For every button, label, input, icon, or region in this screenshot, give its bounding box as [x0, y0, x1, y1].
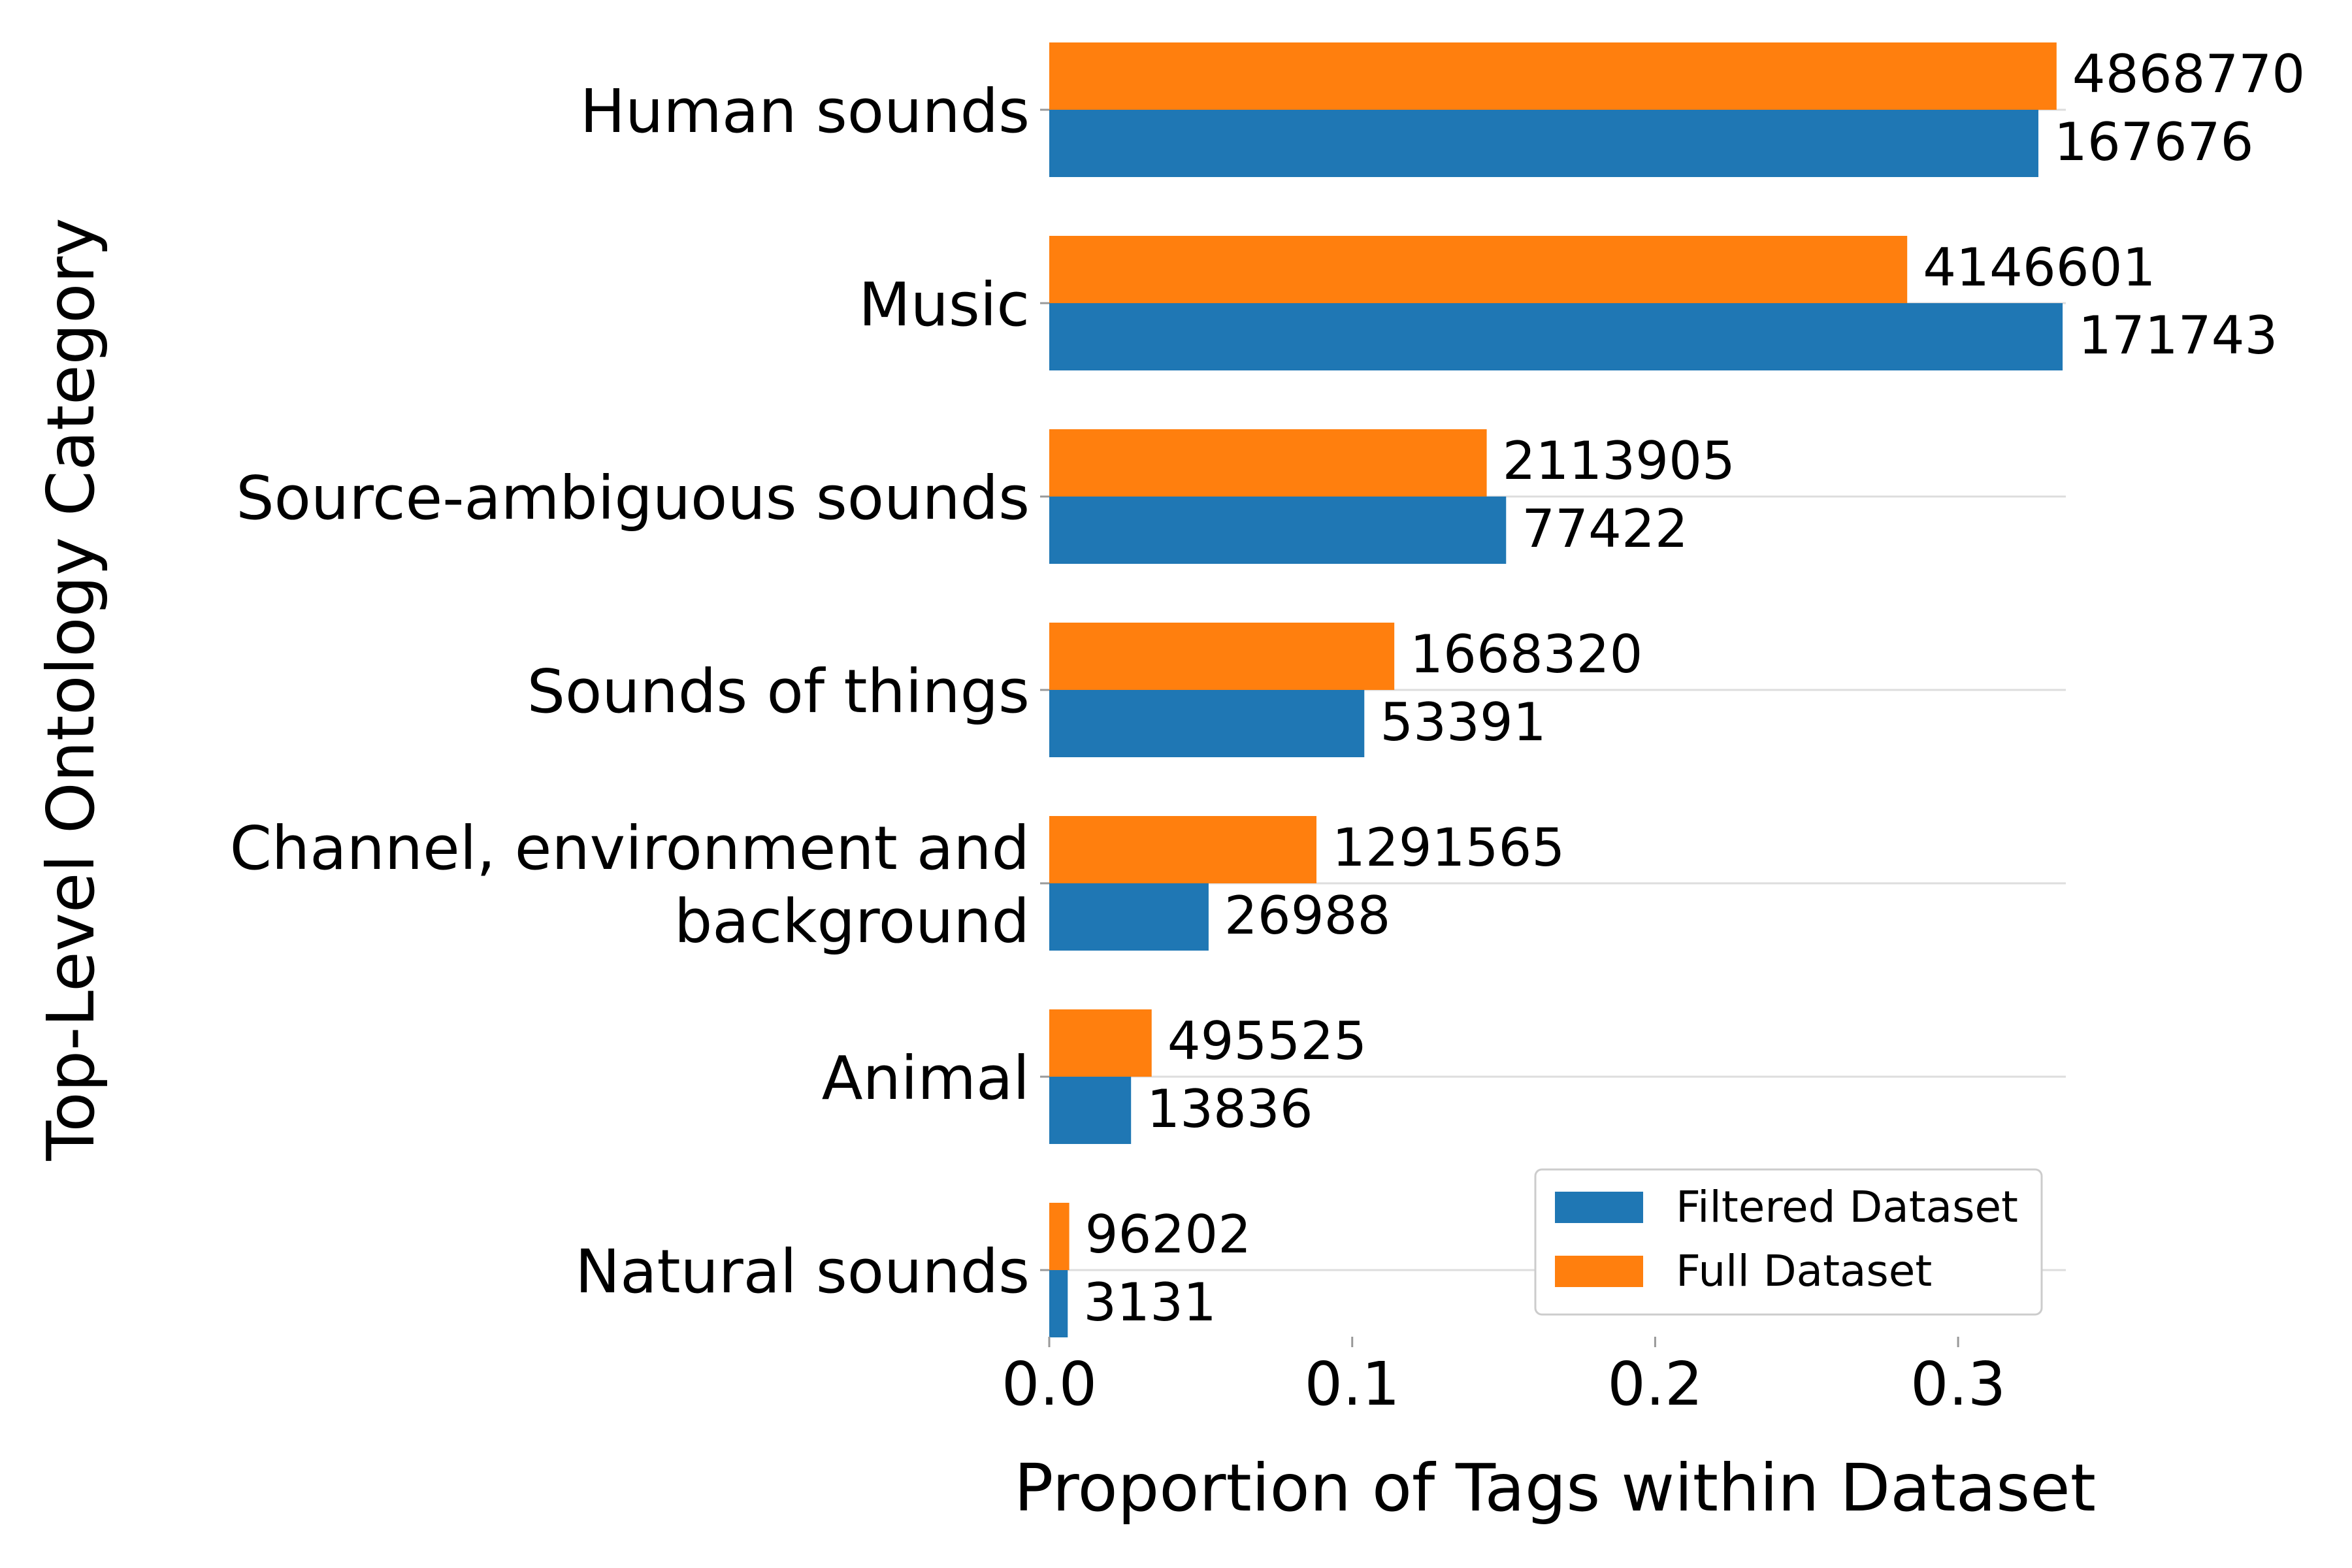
- bar-full-dataset: [1049, 42, 2057, 110]
- bar-filtered-dataset: [1049, 303, 2063, 370]
- data-label: 4868770: [2072, 44, 2305, 105]
- x-axis: 0.0 0.1 0.2 0.3: [1002, 108, 2006, 1419]
- category-label: background: [674, 887, 1030, 956]
- bar-filtered-dataset: [1049, 1270, 1068, 1337]
- x-axis-title: Proportion of Tags within Dataset: [1014, 1450, 2096, 1526]
- bar-filtered-dataset: [1049, 497, 1507, 564]
- data-label: 1291565: [1332, 817, 1565, 878]
- category-label: Music: [858, 270, 1030, 340]
- bar-full-dataset: [1049, 623, 1395, 690]
- bar-filtered-dataset: [1049, 110, 2038, 177]
- data-label: 495525: [1168, 1011, 1367, 1071]
- legend-label-filtered: Filtered Dataset: [1676, 1182, 2018, 1232]
- data-label: 77422: [1522, 498, 1688, 559]
- bar-full-dataset: [1049, 236, 1908, 303]
- data-label: 53391: [1380, 692, 1546, 753]
- category-label: Animal: [822, 1043, 1030, 1113]
- legend-swatch-filtered: [1555, 1192, 1643, 1223]
- data-label: 167676: [2054, 112, 2253, 172]
- bar-filtered-dataset: [1049, 690, 1365, 757]
- bar-full-dataset: [1049, 429, 1487, 497]
- legend-label-full: Full Dataset: [1676, 1246, 1932, 1296]
- x-tick-label: 0.0: [1002, 1349, 1097, 1419]
- bar-full-dataset: [1049, 1203, 1070, 1270]
- data-label: 2113905: [1503, 431, 1735, 491]
- legend: Filtered Dataset Full Dataset: [1534, 1168, 2043, 1316]
- bar-full-dataset: [1049, 816, 1316, 883]
- value-labels: 4868770 167676 4146601 171743 2113905 77422 16…: [1083, 44, 2305, 1333]
- category-label: Natural sounds: [575, 1237, 1030, 1307]
- data-label: 96202: [1085, 1204, 1252, 1265]
- legend-frame: [1534, 1168, 2043, 1316]
- x-tick-label: 0.1: [1305, 1349, 1400, 1419]
- bar-full-dataset: [1049, 1009, 1152, 1077]
- category-labels: Human sounds Music Source-ambiguous sounds…: [230, 76, 1030, 1307]
- data-label: 13836: [1147, 1079, 1313, 1139]
- category-label: Sounds of things: [527, 657, 1030, 727]
- data-label: 171743: [2078, 305, 2278, 366]
- data-label: 3131: [1083, 1272, 1217, 1333]
- category-label: Source-ambiguous sounds: [236, 463, 1030, 533]
- bar-filtered-dataset: [1049, 1077, 1132, 1144]
- y-axis-title: Top-Level Ontology Category: [33, 218, 109, 1161]
- data-label: 1668320: [1410, 624, 1642, 685]
- category-label: Channel, environment and: [230, 813, 1030, 883]
- category-label: Human sounds: [580, 76, 1030, 146]
- x-tick-label: 0.3: [1910, 1349, 2006, 1419]
- bars: [1049, 42, 2063, 1337]
- bar-filtered-dataset: [1049, 883, 1209, 951]
- data-label: 26988: [1224, 885, 1391, 946]
- legend-swatch-full: [1555, 1256, 1643, 1287]
- data-label: 4146601: [1923, 237, 2155, 298]
- x-tick-label: 0.2: [1607, 1349, 1703, 1419]
